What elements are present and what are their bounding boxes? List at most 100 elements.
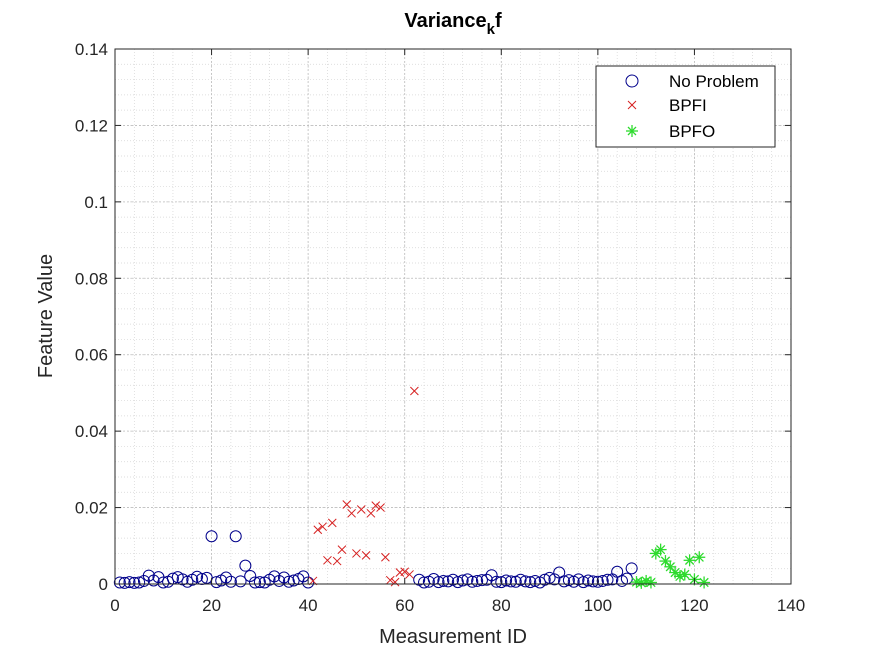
point-no-problem — [220, 571, 233, 584]
x-tick-label: 60 — [395, 596, 414, 615]
point-stroke — [651, 548, 661, 559]
point-bpfo — [664, 560, 677, 573]
point-no-problem — [495, 576, 508, 589]
point-bpfo — [654, 543, 667, 556]
point-bpfi — [371, 501, 381, 511]
point-stroke — [699, 577, 709, 588]
point-bpfo — [683, 554, 696, 567]
point-stroke — [665, 562, 675, 572]
x-tick-label: 80 — [492, 596, 511, 615]
y-tick-label: 0.14 — [75, 40, 108, 59]
point-no-problem — [123, 576, 136, 589]
point-stroke — [376, 503, 385, 512]
point-no-problem — [249, 576, 262, 589]
legend-label-bpfi: BPFI — [669, 96, 707, 115]
point-stroke — [385, 575, 395, 585]
x-tick-label: 20 — [202, 596, 221, 615]
point-stroke — [352, 549, 361, 558]
point-no-problem — [509, 575, 522, 588]
title-main: Variance — [404, 10, 486, 32]
y-axis-ticks: 0 0.02 0.04 0.06 0.08 0.1 0.12 0.14 — [75, 40, 791, 594]
point-no-problem — [282, 575, 295, 588]
y-tick-label: 0.04 — [75, 422, 108, 441]
point-no-problem — [244, 569, 257, 582]
point-no-problem — [205, 530, 218, 543]
point-no-problem — [558, 575, 571, 588]
point-no-problem — [591, 575, 604, 588]
point-bpfi — [385, 575, 395, 585]
point-stroke — [694, 552, 704, 562]
point-no-problem — [195, 573, 208, 586]
minor-grid — [115, 49, 791, 584]
point-bpfi — [376, 503, 385, 512]
point-stroke — [646, 577, 656, 588]
point-bpfi — [381, 552, 390, 562]
point-no-problem — [625, 562, 638, 575]
point-no-problem — [456, 574, 469, 587]
point-bpfi — [361, 550, 371, 560]
point-stroke — [356, 505, 366, 514]
title-end: f — [495, 10, 502, 32]
point-stroke — [337, 545, 347, 554]
point-bpfi — [405, 570, 414, 579]
point-stroke — [371, 501, 381, 511]
x-tick-label: 0 — [110, 596, 119, 615]
x-tick-label: 40 — [299, 596, 318, 615]
point-bpfi — [342, 500, 352, 509]
point-no-problem — [224, 575, 237, 588]
legend-marker-no-problem — [625, 74, 639, 88]
point-stroke — [400, 567, 410, 577]
point-stroke — [381, 552, 390, 562]
point-no-problem — [587, 575, 600, 588]
point-bpfi — [410, 386, 419, 396]
point-no-problem — [133, 576, 146, 589]
legend-label-bpfo: BPFO — [669, 122, 715, 141]
point-no-problem — [239, 559, 252, 572]
point-stroke — [631, 577, 642, 587]
point-no-problem — [471, 574, 484, 587]
point-no-problem — [480, 573, 493, 586]
point-no-problem — [529, 574, 542, 587]
y-tick-label: 0.08 — [75, 269, 108, 288]
point-no-problem — [268, 570, 281, 583]
point-no-problem — [475, 574, 488, 587]
x-tick-label: 100 — [584, 596, 612, 615]
point-no-problem — [514, 573, 527, 586]
title-subscript: k — [487, 21, 496, 38]
point-no-problem — [181, 575, 194, 588]
point-stroke — [410, 386, 419, 396]
point-stroke — [660, 556, 671, 566]
point-no-problem — [543, 571, 556, 584]
point-stroke — [636, 578, 646, 588]
legend: No Problem BPFI BPFO — [595, 65, 776, 148]
point-bpfo — [698, 576, 711, 589]
y-axis-label: Feature Value — [35, 254, 57, 378]
point-no-problem — [210, 576, 223, 589]
point-bpfi — [323, 555, 332, 565]
point-stroke — [332, 556, 342, 566]
point-no-problem — [500, 574, 513, 587]
point-no-problem — [253, 576, 266, 589]
point-no-problem — [451, 576, 464, 589]
point-stroke — [366, 508, 376, 518]
point-no-problem — [297, 570, 310, 583]
point-no-problem — [519, 575, 532, 588]
point-no-problem — [442, 575, 455, 588]
point-stroke — [680, 569, 690, 580]
point-stroke — [670, 567, 680, 578]
point-no-problem — [437, 574, 450, 587]
point-no-problem — [611, 565, 624, 578]
legend-label-no-problem: No Problem — [669, 72, 759, 91]
point-stroke — [675, 571, 685, 582]
point-bpfi — [327, 518, 337, 528]
x-tick-label: 140 — [777, 596, 805, 615]
legend-marker-bpfo — [626, 125, 638, 137]
point-no-problem — [485, 569, 498, 582]
data-points — [113, 386, 711, 589]
point-stroke — [347, 508, 356, 518]
point-bpfo — [673, 570, 686, 583]
point-bpfi — [318, 522, 327, 532]
point-stroke — [313, 525, 323, 535]
